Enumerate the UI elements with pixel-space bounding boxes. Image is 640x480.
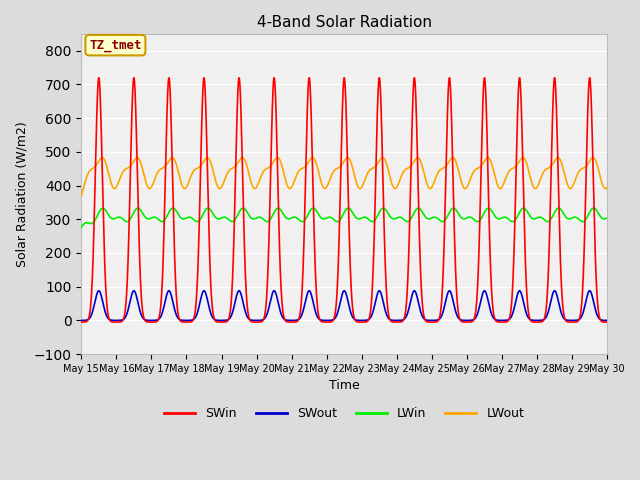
Text: TZ_tmet: TZ_tmet [89,39,141,52]
Title: 4-Band Solar Radiation: 4-Band Solar Radiation [257,15,432,30]
Y-axis label: Solar Radiation (W/m2): Solar Radiation (W/m2) [15,121,28,267]
Legend: SWin, SWout, LWin, LWout: SWin, SWout, LWin, LWout [159,402,529,425]
X-axis label: Time: Time [329,379,360,392]
